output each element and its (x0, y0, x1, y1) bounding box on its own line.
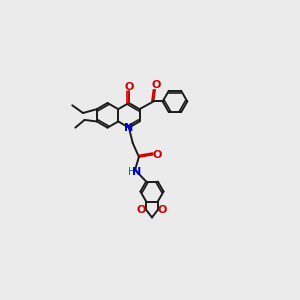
Text: O: O (124, 82, 134, 92)
Text: O: O (137, 205, 146, 215)
Text: N: N (124, 123, 134, 134)
Text: O: O (153, 150, 162, 160)
Text: N: N (132, 167, 141, 176)
Text: H: H (128, 167, 136, 176)
Text: O: O (158, 205, 167, 215)
Text: O: O (151, 80, 160, 90)
